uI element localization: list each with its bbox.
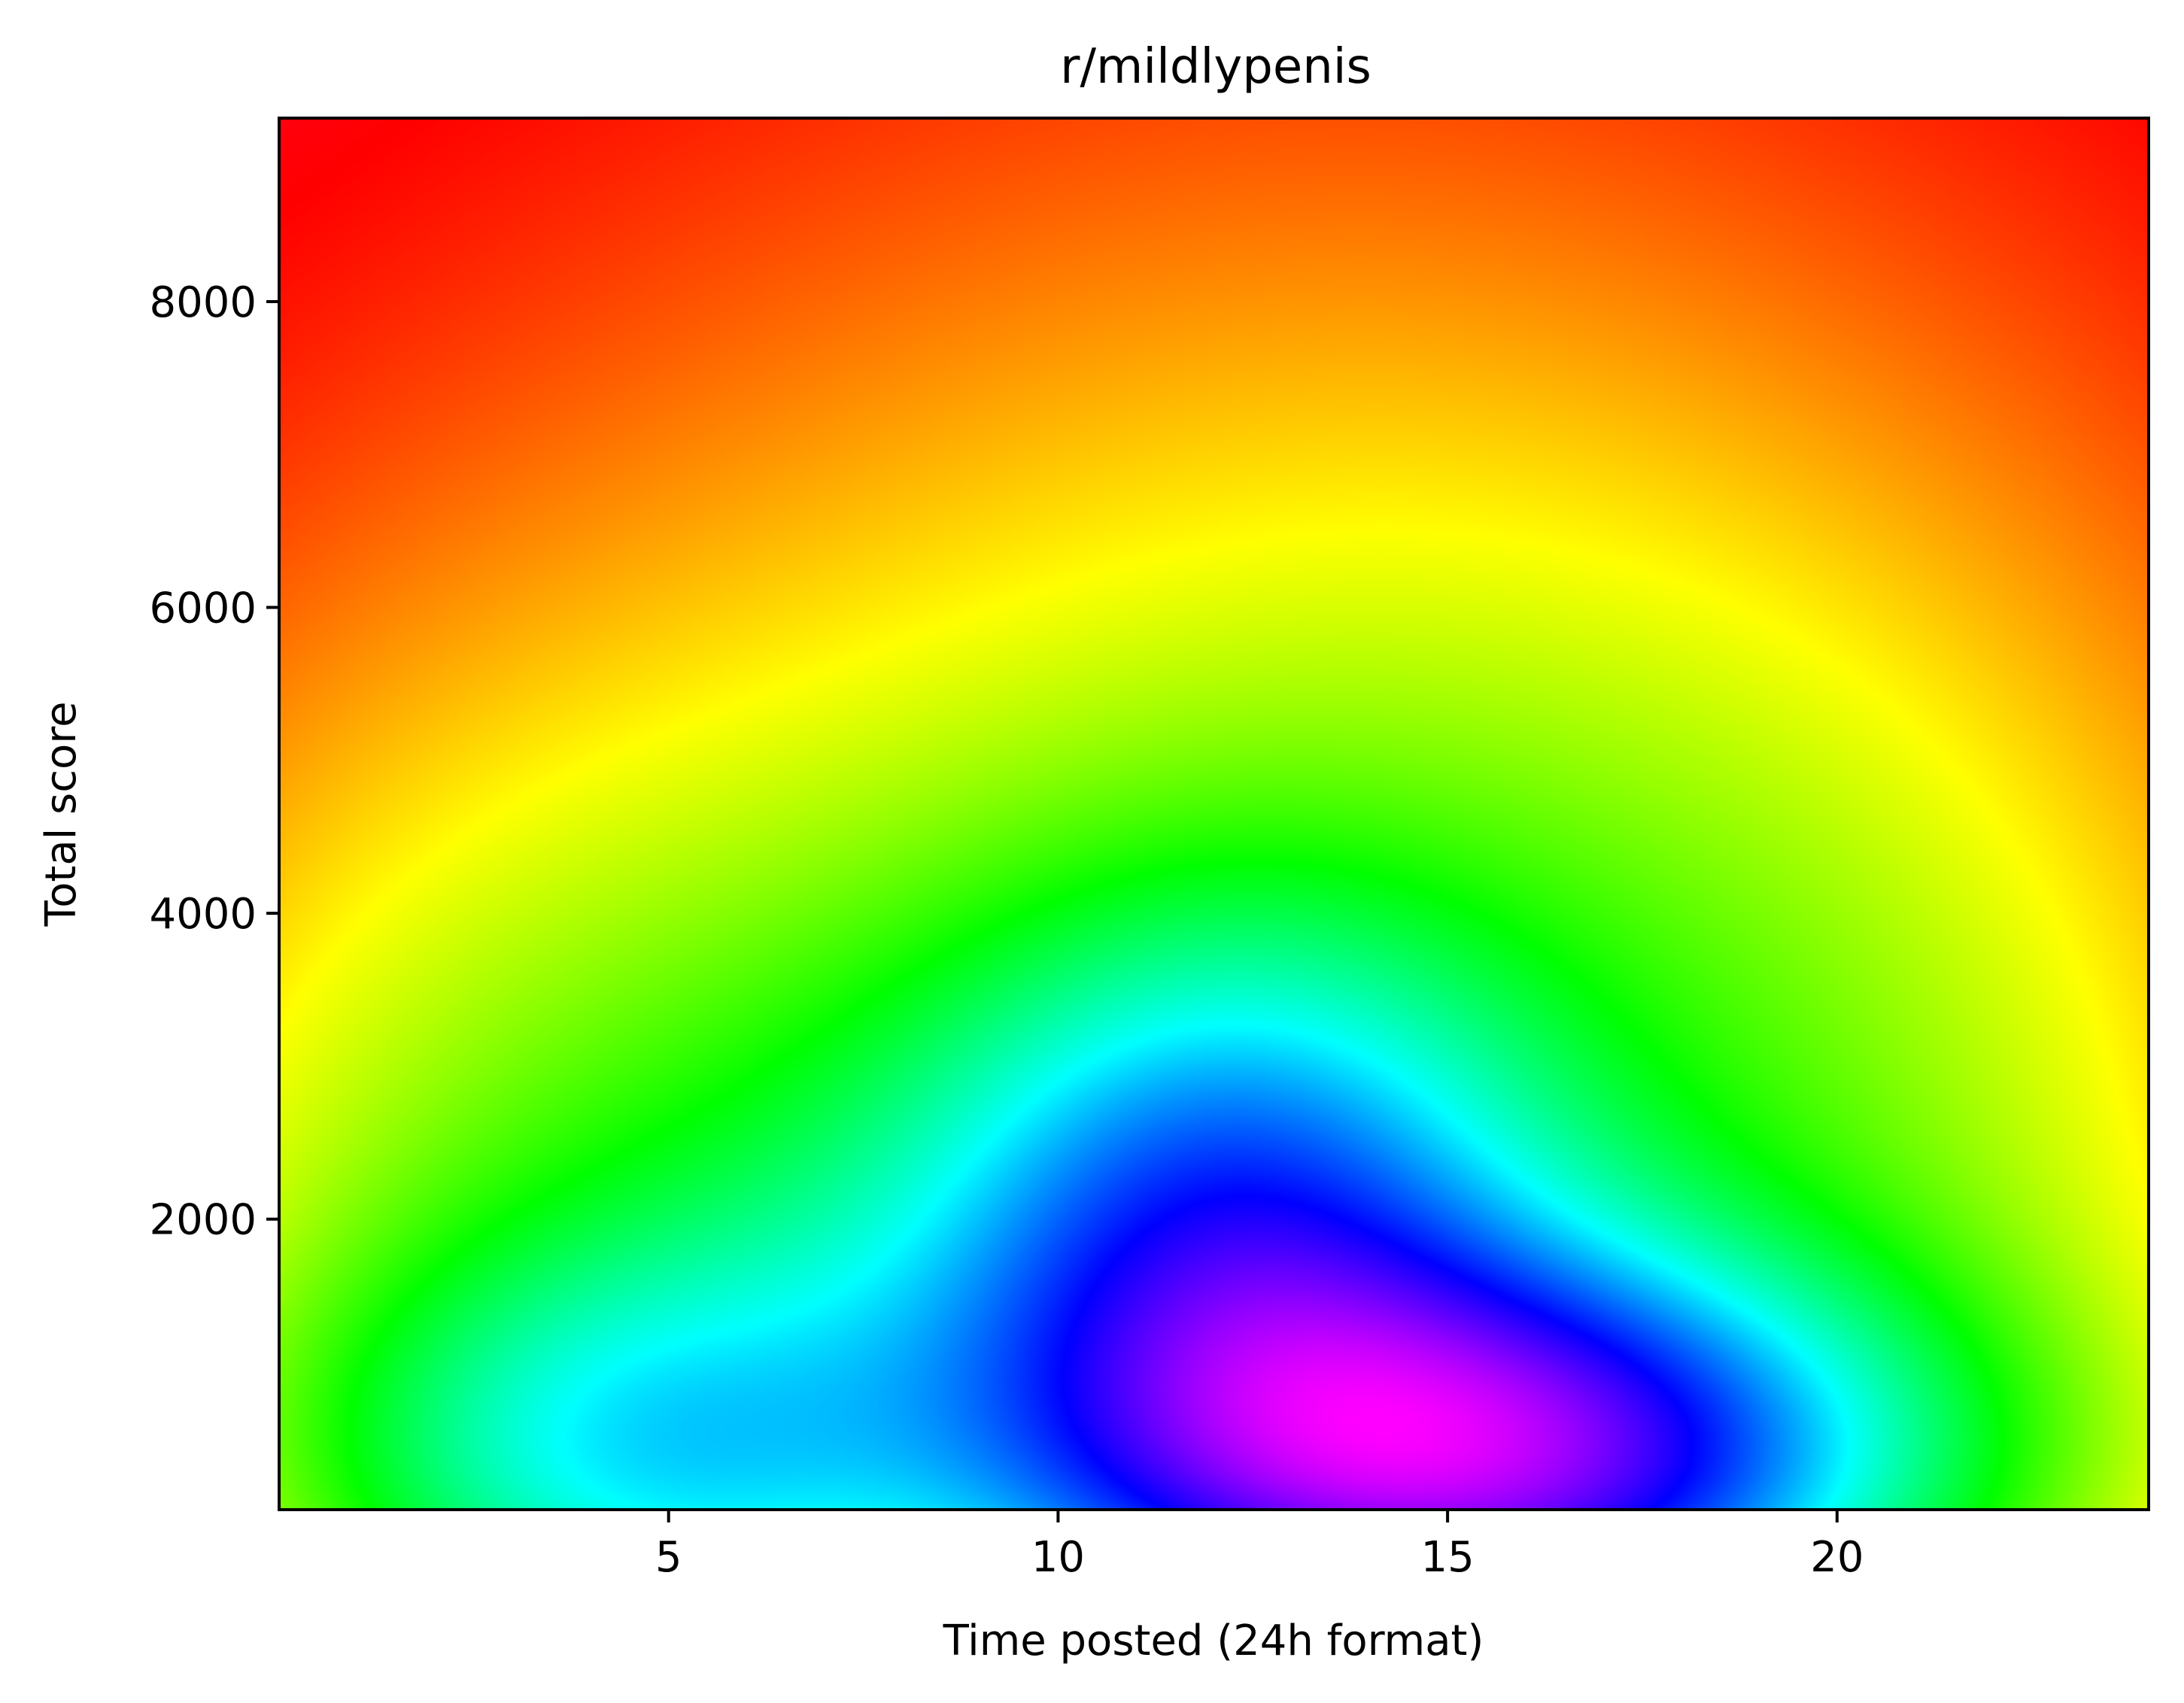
x-tick-label: 15	[1420, 1533, 1474, 1582]
y-axis-label: Total score	[37, 701, 86, 927]
y-tick-label: 8000	[149, 278, 257, 327]
y-tick-label: 2000	[149, 1196, 257, 1245]
heatmap-field	[279, 118, 2149, 1510]
x-axis: 5 10 15 20	[655, 1510, 1864, 1582]
x-tick-label: 10	[1031, 1533, 1085, 1582]
plot-area	[278, 117, 2150, 1511]
plot-frame	[278, 117, 2150, 1511]
x-tick-label: 5	[655, 1533, 682, 1582]
chart-title: r/mildlypenis	[1060, 39, 1371, 95]
x-axis-label: Time posted (24h format)	[943, 1616, 1484, 1665]
y-tick-label: 4000	[149, 890, 257, 939]
x-tick-label: 20	[1810, 1533, 1864, 1582]
y-tick-label: 6000	[149, 584, 257, 633]
y-axis: 2000 4000 6000 8000	[149, 278, 279, 1245]
